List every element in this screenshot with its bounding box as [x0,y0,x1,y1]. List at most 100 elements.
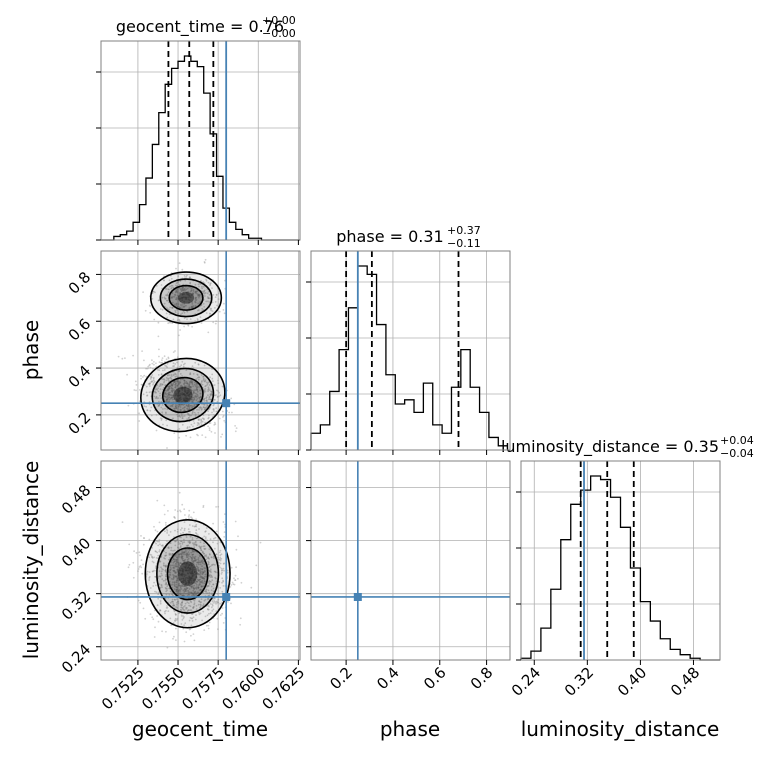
sample-point [196,567,198,570]
sample-point [156,368,159,371]
sample-point [189,282,192,285]
sample-point [202,610,205,613]
sample-point [351,551,353,553]
sample-point [184,400,187,403]
sample-point [160,584,163,587]
sample-point [197,569,200,572]
sample-point [374,576,376,578]
sample-point [360,581,362,583]
sample-point [178,397,181,400]
sample-point [417,580,419,582]
sample-point [202,545,205,548]
sample-point [177,591,180,594]
sample-point [406,558,408,560]
sample-point [364,612,366,614]
sample-point [416,603,418,605]
sample-point [193,542,196,545]
sample-point [188,569,191,571]
sample-point [177,275,180,278]
sample-point [166,398,169,400]
sample-point [190,289,193,292]
sample-point [185,404,188,406]
sample-point [203,290,205,293]
sample-point [468,559,470,561]
sample-point [165,398,168,401]
sample-point [168,288,170,291]
sample-point [391,582,393,584]
sample-point [207,560,210,563]
sample-point [451,584,453,586]
sample-point [367,566,369,568]
sample-point [184,362,186,365]
sample-point [340,557,342,559]
sample-point [171,593,174,596]
sample-point [177,391,180,393]
sample-point [196,395,199,398]
sample-point [214,423,217,426]
sample-point [374,579,376,581]
sample-point [386,580,388,582]
sample-point [448,575,450,577]
sample-point [210,581,212,583]
sample-point [375,554,377,556]
sample-point [153,525,155,528]
sample-point [195,576,198,579]
sample-point [219,556,222,559]
density-level [445,520,481,628]
sample-point [166,394,169,397]
sample-point [153,363,155,366]
sample-point [216,617,219,620]
sample-point [399,549,401,551]
sample-point [155,391,158,394]
sample-point [364,602,366,604]
sample-point [373,581,375,583]
sample-point [423,571,425,573]
sample-point [457,553,459,555]
sample-point [205,279,208,282]
sample-point [161,383,164,386]
sample-point [187,551,190,553]
sample-point [375,563,377,565]
sample-point [177,577,180,580]
sample-point [203,261,206,263]
sample-point [191,292,194,295]
sample-point [408,580,410,582]
sample-point [179,404,181,407]
sample-point [187,405,190,408]
sample-point [176,601,178,604]
sample-point [406,577,408,579]
sample-point [163,279,166,282]
sample-point [196,389,199,392]
sample-point [339,577,341,579]
sample-point [175,298,177,301]
sample-point [182,608,185,611]
sample-point [169,385,171,387]
sample-point [461,606,463,608]
sample-point [369,603,371,605]
sample-point [364,574,366,576]
sample-point [359,579,361,581]
sample-point [192,606,195,609]
sample-point [456,569,458,571]
sample-point [222,416,224,418]
sample-point [199,555,201,558]
sample-point [178,390,181,393]
sample-point [173,598,176,601]
sample-point [467,615,469,617]
sample-point [187,581,190,583]
sample-point [208,427,211,429]
sample-point [196,374,199,376]
sample-point [188,408,191,411]
sample-point [462,589,464,591]
sample-point [192,560,195,563]
sample-point [363,623,365,625]
sample-point [235,566,238,569]
sample-point [170,397,173,400]
sample-point [167,388,169,391]
histogram-phase [310,265,508,450]
sample-point [178,318,181,321]
sample-point [163,610,166,613]
sample-point [179,329,182,331]
sample-point [365,561,367,563]
sample-point [372,579,374,581]
